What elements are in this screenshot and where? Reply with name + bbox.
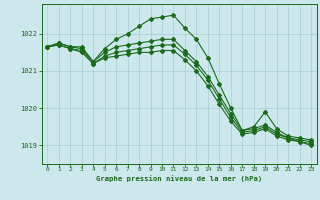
X-axis label: Graphe pression niveau de la mer (hPa): Graphe pression niveau de la mer (hPa) bbox=[96, 175, 262, 182]
